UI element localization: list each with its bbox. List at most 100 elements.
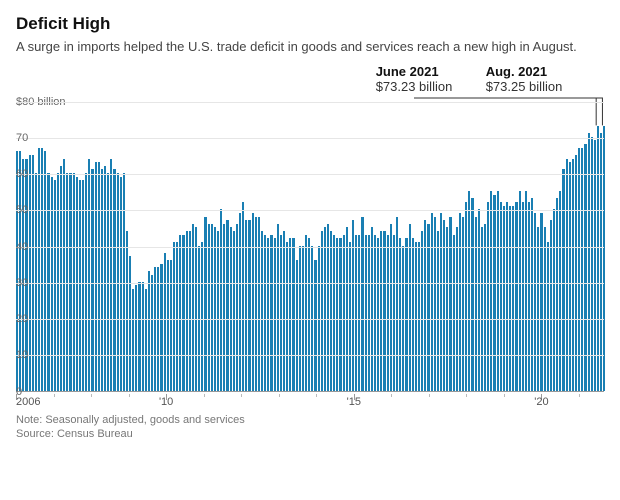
bar [255,217,257,391]
bar [421,231,423,391]
x-tick-minor [241,394,242,397]
x-tick-minor [204,394,205,397]
bar [201,242,203,391]
bar [296,260,298,391]
bar [427,224,429,391]
grid-line [16,247,604,248]
x-axis: 2006'10'15'20 [16,394,604,412]
bar [151,275,153,391]
bar [346,227,348,390]
bar [217,231,219,391]
bar [107,173,109,391]
bar [308,238,310,390]
bar [270,235,272,391]
bar [302,246,304,391]
bar [318,246,320,391]
y-tick-label: 50 [16,204,28,216]
bar [164,253,166,391]
callout-value: $73.25 billion [486,79,563,94]
y-tick-label: 60 [16,168,28,180]
bar [186,231,188,391]
bar [402,246,404,391]
bar [355,235,357,391]
bar [578,148,580,391]
bar [500,202,502,391]
grid-line [16,138,604,139]
bar [267,238,269,390]
bar [280,235,282,391]
bar [129,256,131,390]
bar [371,227,373,390]
bar [358,235,360,391]
bar [79,180,81,390]
x-tick-label: '20 [534,396,548,408]
bar [145,289,147,391]
bar [157,267,159,390]
bar [515,202,517,391]
chart-source: Source: Census Bureau [16,428,604,440]
bar [274,238,276,390]
bar [415,242,417,391]
bar [484,224,486,391]
bar [35,173,37,391]
callout-value: $73.23 billion [376,79,453,94]
bar [468,191,470,390]
bar [490,191,492,390]
bar [453,235,455,391]
callout-label: Aug. 2021 [486,64,563,79]
bar [176,242,178,391]
bar [167,260,169,391]
bar [368,235,370,391]
bar [239,213,241,391]
bar [562,169,564,390]
bar [553,209,555,390]
bar [396,217,398,391]
plot-area: 010203040506070$80 billion [16,102,604,392]
bar [540,213,542,391]
bar [387,235,389,391]
grid-line [16,319,604,320]
bar [377,238,379,390]
grid-line [16,283,604,284]
bar [236,224,238,391]
bar [462,217,464,391]
bar [559,191,561,390]
bar [465,202,467,391]
x-tick-label: '15 [347,396,361,408]
y-tick-label: 40 [16,241,28,253]
bar [446,227,448,390]
bar [182,235,184,391]
x-tick-minor [391,394,392,397]
x-tick-minor [579,394,580,397]
bar [204,217,206,391]
bar [69,173,71,391]
bar [581,148,583,391]
bar [440,213,442,391]
bar [292,238,294,390]
x-tick-label: 2006 [16,396,40,408]
x-tick-minor [466,394,467,397]
bar [361,217,363,391]
bar [126,231,128,391]
x-tick-minor [129,394,130,397]
chart-area: 010203040506070$80 billion 2006'10'15'20 [16,102,604,412]
bar [339,238,341,390]
bar [211,224,213,391]
bar [252,213,254,391]
bar [195,227,197,390]
bar [506,202,508,391]
x-tick-minor [429,394,430,397]
bar [135,285,137,390]
bar [47,173,49,391]
bar [525,191,527,390]
bar [365,235,367,391]
bar [54,180,56,390]
bar [264,235,266,391]
bar [336,238,338,390]
bar [57,173,59,391]
grid-line [16,355,604,356]
bar [418,242,420,391]
bar [138,282,140,391]
bar [349,242,351,391]
x-tick-minor [54,394,55,397]
